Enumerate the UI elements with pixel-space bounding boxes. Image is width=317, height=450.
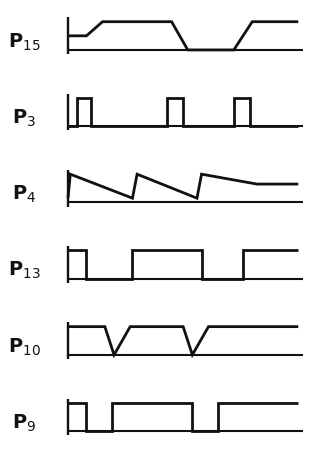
Text: $\mathbf{P}_{3}$: $\mathbf{P}_{3}$ — [12, 108, 36, 129]
Text: $\mathbf{P}_{10}$: $\mathbf{P}_{10}$ — [8, 336, 41, 358]
Text: $\mathbf{P}_{4}$: $\mathbf{P}_{4}$ — [12, 184, 36, 205]
Text: $\mathbf{P}_{15}$: $\mathbf{P}_{15}$ — [8, 32, 41, 53]
Text: $\mathbf{P}_{9}$: $\mathbf{P}_{9}$ — [12, 413, 36, 434]
Text: $\mathbf{P}_{13}$: $\mathbf{P}_{13}$ — [8, 260, 41, 281]
